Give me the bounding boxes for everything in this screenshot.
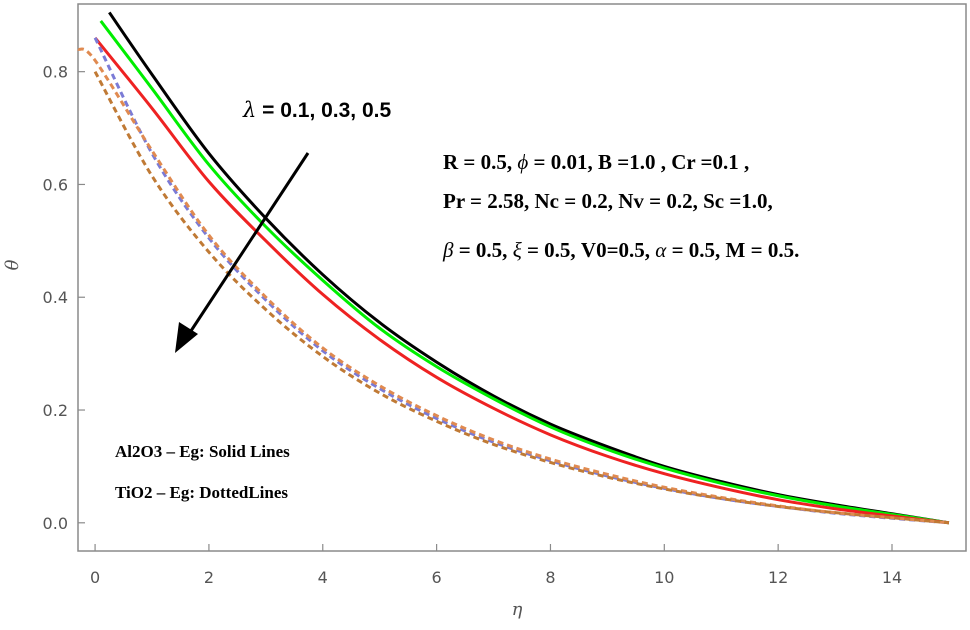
series-line-6 <box>93 70 950 525</box>
x-axis-label: η <box>512 599 523 620</box>
params-line-3-a: = 0.5, <box>453 238 512 262</box>
series-layer <box>77 11 950 525</box>
lambda-annotation: λ = 0.1, 0.3, 0.5 <box>242 98 391 122</box>
x-tick-label: 10 <box>654 568 674 587</box>
y-tick-label: 0.8 <box>43 63 68 82</box>
trend-arrow-line <box>183 152 310 341</box>
y-tick-label: 0.6 <box>43 175 68 194</box>
y-tick-label: 0.0 <box>43 514 68 533</box>
trend-arrow-head <box>175 322 198 353</box>
plot-frame <box>77 3 967 552</box>
phi-symbol: ϕ <box>517 150 528 174</box>
x-tick-label: 0 <box>90 568 100 587</box>
x-tick-label: 14 <box>882 568 902 587</box>
y-tick-label: 0.4 <box>43 288 68 307</box>
x-tick-label: 4 <box>318 568 328 587</box>
x-tick-label: 8 <box>545 568 555 587</box>
x-tick-label: 6 <box>432 568 442 587</box>
series-line-5 <box>77 47 950 525</box>
params-line-3-c: = 0.5, M = 0.5. <box>666 238 799 262</box>
xi-symbol: ξ <box>513 238 522 262</box>
params-line-3: β = 0.5, ξ = 0.5, V0=0.5, α = 0.5, M = 0… <box>442 238 799 262</box>
params-line-1-post: = 0.01, B =1.0 , Cr =0.1 , <box>528 150 749 174</box>
params-line-3-b: = 0.5, V0=0.5, <box>522 238 656 262</box>
params-line-2: Pr = 2.58, Nc = 0.2, Nv = 0.2, Sc =1.0, <box>443 189 773 213</box>
axis-ticks: 0 2 4 6 8 10 12 14 0.0 0.2 0.4 0.6 0.8 <box>43 63 903 587</box>
y-axis-label: θ <box>2 259 23 270</box>
lambda-symbol: λ <box>242 98 256 122</box>
lambda-values: = 0.1, 0.3, 0.5 <box>256 99 391 122</box>
params-line-1: R = 0.5, ϕ = 0.01, B =1.0 , Cr =0.1 , <box>443 150 749 174</box>
beta-symbol: β <box>442 238 454 262</box>
series-line-2 <box>99 20 950 525</box>
legend-solid-lines: Al2O3 – Eg: Solid Lines <box>115 442 290 461</box>
legend-dotted-lines: TiO2 – Eg: DottedLines <box>115 483 288 502</box>
x-tick-label: 12 <box>768 568 788 587</box>
y-tick-label: 0.2 <box>43 401 68 420</box>
x-tick-label: 2 <box>204 568 214 587</box>
alpha-symbol: α <box>655 238 667 262</box>
params-line-1-pre: R = 0.5, <box>443 150 517 174</box>
series-line-3 <box>93 36 950 525</box>
